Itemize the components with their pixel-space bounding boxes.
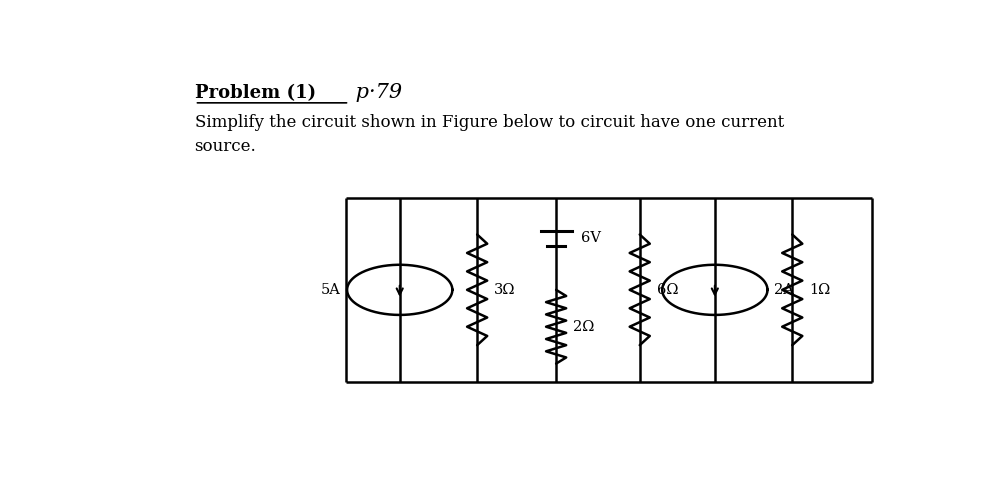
Text: source.: source.	[195, 138, 257, 155]
Text: 3Ω: 3Ω	[495, 283, 515, 297]
Text: Simplify the circuit shown in Figure below to circuit have one current: Simplify the circuit shown in Figure bel…	[195, 114, 784, 131]
Text: 1Ω: 1Ω	[809, 283, 830, 297]
Text: 2Ω: 2Ω	[573, 319, 594, 334]
Text: 2A: 2A	[773, 283, 793, 297]
Text: Problem (1): Problem (1)	[195, 84, 316, 102]
Text: p·79: p·79	[350, 83, 403, 102]
Text: 6V: 6V	[580, 231, 600, 245]
Text: 5A: 5A	[321, 283, 341, 297]
Text: 6Ω: 6Ω	[656, 283, 678, 297]
